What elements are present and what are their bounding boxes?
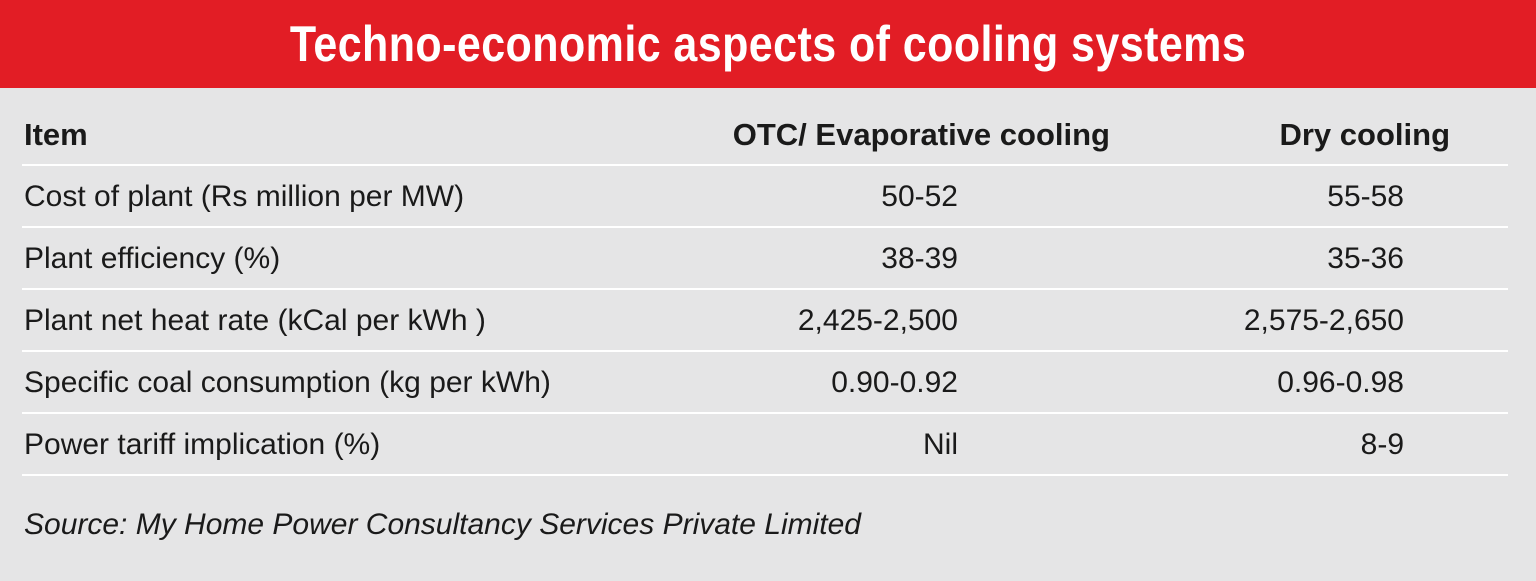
row-divider	[22, 226, 1508, 228]
row-otc-value: Nil	[923, 428, 958, 461]
header-otc-evaporative-cooling: OTC/ Evaporative cooling	[732, 117, 1110, 152]
source-note: Source: My Home Power Consultancy Servic…	[24, 508, 861, 541]
row-divider	[22, 412, 1508, 414]
row-dry-value: 0.96-0.98	[1277, 366, 1404, 399]
table-header-row: Item OTC/ Evaporative cooling Dry coolin…	[0, 104, 1536, 166]
table-row: Specific coal consumption (kg per kWh) 0…	[0, 352, 1536, 414]
row-otc-value: 2,425-2,500	[797, 304, 958, 337]
row-dry-value: 8-9	[1360, 428, 1404, 461]
row-otc-value: 0.90-0.92	[831, 366, 958, 399]
header-dry-cooling: Dry cooling	[1279, 117, 1450, 152]
table-row: Cost of plant (Rs million per MW) 50-52 …	[0, 166, 1536, 228]
row-item-label: Cost of plant (Rs million per MW)	[24, 180, 465, 213]
table-row: Power tariff implication (%) Nil 8-9	[0, 414, 1536, 476]
row-item-label: Specific coal consumption (kg per kWh)	[24, 366, 551, 399]
page-title: Techno-economic aspects of cooling syste…	[289, 16, 1247, 72]
row-item-label: Plant efficiency (%)	[24, 242, 281, 275]
row-divider	[22, 288, 1508, 290]
header-item: Item	[24, 117, 88, 152]
row-item-label: Plant net heat rate (kCal per kWh )	[24, 304, 486, 337]
row-dry-value: 2,575-2,650	[1243, 304, 1404, 337]
table-row: Plant net heat rate (kCal per kWh ) 2,42…	[0, 290, 1536, 352]
row-item-label: Power tariff implication (%)	[24, 428, 381, 461]
cooling-comparison-table: Item OTC/ Evaporative cooling Dry coolin…	[0, 104, 1536, 476]
row-dry-value: 55-58	[1327, 180, 1404, 213]
row-otc-value: 38-39	[881, 242, 958, 275]
row-dry-value: 35-36	[1327, 242, 1404, 275]
row-divider	[22, 164, 1508, 166]
title-banner: Techno-economic aspects of cooling syste…	[0, 0, 1536, 88]
row-otc-value: 50-52	[881, 180, 958, 213]
row-divider	[22, 474, 1508, 476]
table-row: Plant efficiency (%) 38-39 35-36	[0, 228, 1536, 290]
row-divider	[22, 350, 1508, 352]
